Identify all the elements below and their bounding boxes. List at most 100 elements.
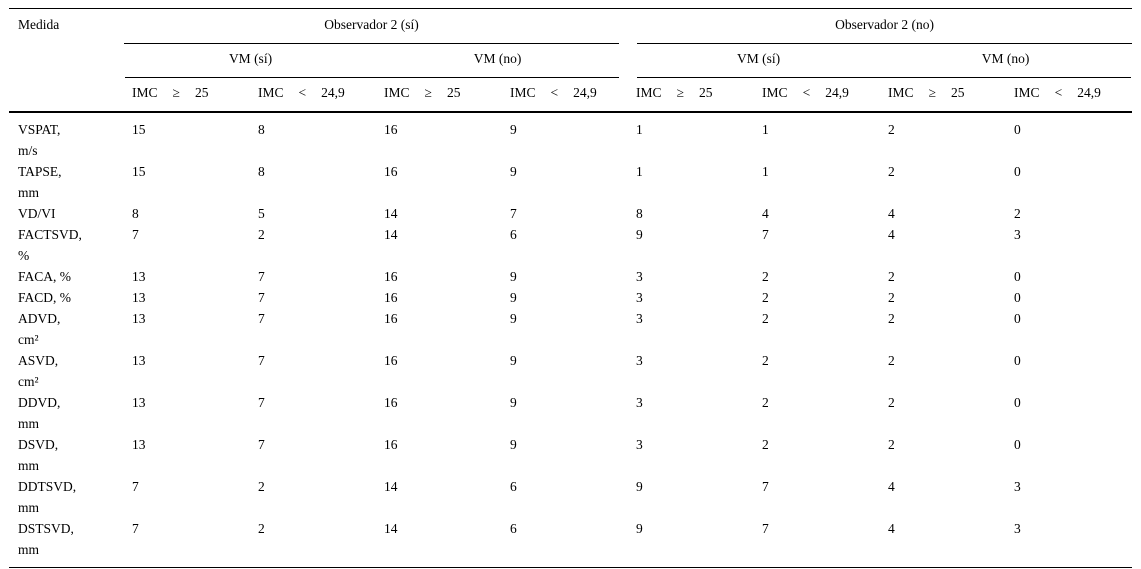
count-cell: 3 xyxy=(636,395,643,410)
table-row: FACA, % 13 7 16 9 3 2 2 0 xyxy=(9,266,1132,287)
imc-threshold-value: 25 xyxy=(698,85,713,100)
imc-token: IMC xyxy=(384,85,410,100)
table-row: DSVD, mm 13 7 16 9 3 2 2 0 xyxy=(9,434,1132,476)
count-cell: 7 xyxy=(132,479,139,494)
vm-yes-header-1: VM (sí) xyxy=(124,44,376,78)
measure-row-label: VSPAT, m/s xyxy=(18,122,61,158)
count-cell: 3 xyxy=(636,290,643,305)
table-row: ADVD, cm² 13 7 16 9 3 2 2 0 xyxy=(9,308,1132,350)
imc-threshold-tokens: IMC ≥25 xyxy=(880,82,1006,103)
count-cell: 1 xyxy=(762,122,769,137)
vm-no-header-1: VM (no) xyxy=(376,44,628,78)
count-cell: 2 xyxy=(762,290,769,305)
count-cell: 0 xyxy=(1014,269,1021,284)
count-cell: 9 xyxy=(510,290,517,305)
count-cell: 7 xyxy=(258,437,265,452)
imc-token: IMC xyxy=(636,85,662,100)
measure-row-label: TAPSE, mm xyxy=(18,164,62,200)
imc-operator: ≥ xyxy=(928,85,936,100)
count-cell: 9 xyxy=(510,311,517,326)
count-cell: 9 xyxy=(510,269,517,284)
imc-threshold-header: IMC ≥25 xyxy=(628,78,755,113)
count-cell: 16 xyxy=(384,290,398,305)
count-cell: 13 xyxy=(132,353,146,368)
count-cell: 2 xyxy=(888,122,895,137)
count-cell: 16 xyxy=(384,164,398,179)
measure-row-label: FACD, % xyxy=(18,290,72,305)
count-cell: 16 xyxy=(384,395,398,410)
count-cell: 3 xyxy=(636,437,643,452)
imc-threshold-value: 24,9 xyxy=(573,85,597,100)
measure-row-label: ADVD, cm² xyxy=(18,311,61,347)
imc-threshold-tokens: IMC ≥25 xyxy=(628,82,754,103)
vm-no-header-2: VM (no) xyxy=(880,44,1132,78)
measure-row-label: DDTSVD, mm xyxy=(18,479,77,515)
count-cell: 16 xyxy=(384,437,398,452)
count-cell: 13 xyxy=(132,269,146,284)
count-cell: 7 xyxy=(510,206,517,221)
imc-threshold-header: IMC <24,9 xyxy=(502,78,629,113)
count-cell: 6 xyxy=(510,521,517,536)
observer2-yes-group-header: Observador 2 (sí) xyxy=(124,9,628,44)
count-cell: 8 xyxy=(258,122,265,137)
count-cell: 9 xyxy=(510,122,517,137)
imc-threshold-value: 24,9 xyxy=(825,85,849,100)
table-row: VD/VI 8 5 14 7 8 4 4 2 xyxy=(9,203,1132,224)
count-cell: 14 xyxy=(384,479,398,494)
imc-threshold-tokens: IMC <24,9 xyxy=(502,82,628,103)
count-cell: 1 xyxy=(762,164,769,179)
count-cell: 0 xyxy=(1014,290,1021,305)
measure-row-label: DSVD, mm xyxy=(18,437,59,473)
count-cell: 9 xyxy=(510,353,517,368)
table-row: DDVD, mm 13 7 16 9 3 2 2 0 xyxy=(9,392,1132,434)
imc-threshold-header: IMC ≥25 xyxy=(376,78,502,113)
count-cell: 13 xyxy=(132,311,146,326)
table-row: ASVD, cm² 13 7 16 9 3 2 2 0 xyxy=(9,350,1132,392)
imc-threshold-header: IMC <24,9 xyxy=(1006,78,1133,113)
imc-token: IMC xyxy=(132,85,158,100)
count-cell: 3 xyxy=(636,269,643,284)
count-cell: 0 xyxy=(1014,164,1021,179)
count-cell: 2 xyxy=(888,311,895,326)
count-cell: 4 xyxy=(762,206,769,221)
imc-operator: ≥ xyxy=(172,85,180,100)
results-table: Medida Observador 2 (sí) Observador 2 (n… xyxy=(9,8,1133,568)
count-cell: 9 xyxy=(636,521,643,536)
count-cell: 2 xyxy=(888,353,895,368)
imc-operator: < xyxy=(1054,85,1063,100)
count-cell: 7 xyxy=(258,269,265,284)
count-cell: 9 xyxy=(636,479,643,494)
count-cell: 14 xyxy=(384,206,398,221)
imc-token: IMC xyxy=(1014,85,1040,100)
count-cell: 7 xyxy=(762,227,769,242)
count-cell: 4 xyxy=(888,206,895,221)
count-cell: 3 xyxy=(636,353,643,368)
count-cell: 9 xyxy=(510,437,517,452)
table-row: FACTSVD, % 7 2 14 6 9 7 4 3 xyxy=(9,224,1132,266)
count-cell: 16 xyxy=(384,122,398,137)
count-cell: 3 xyxy=(1014,521,1021,536)
count-cell: 2 xyxy=(762,311,769,326)
measure-column-header: Medida xyxy=(9,8,124,113)
count-cell: 2 xyxy=(888,269,895,284)
count-cell: 0 xyxy=(1014,353,1021,368)
count-cell: 7 xyxy=(258,311,265,326)
count-cell: 2 xyxy=(762,269,769,284)
count-cell: 1 xyxy=(636,164,643,179)
count-cell: 7 xyxy=(762,521,769,536)
imc-operator: ≥ xyxy=(676,85,684,100)
count-cell: 2 xyxy=(258,521,265,536)
imc-threshold-tokens: IMC ≥25 xyxy=(376,82,502,103)
count-cell: 2 xyxy=(888,164,895,179)
count-cell: 9 xyxy=(636,227,643,242)
imc-operator: < xyxy=(802,85,811,100)
count-cell: 7 xyxy=(258,395,265,410)
count-cell: 2 xyxy=(1014,206,1021,221)
imc-operator: < xyxy=(550,85,559,100)
count-cell: 2 xyxy=(888,395,895,410)
imc-threshold-header: IMC <24,9 xyxy=(250,78,376,113)
count-cell: 7 xyxy=(132,227,139,242)
vm-header-row: VM (sí) VM (no) VM (sí) VM (no) xyxy=(9,44,1132,78)
imc-threshold-value: 25 xyxy=(194,85,209,100)
count-cell: 8 xyxy=(258,164,265,179)
